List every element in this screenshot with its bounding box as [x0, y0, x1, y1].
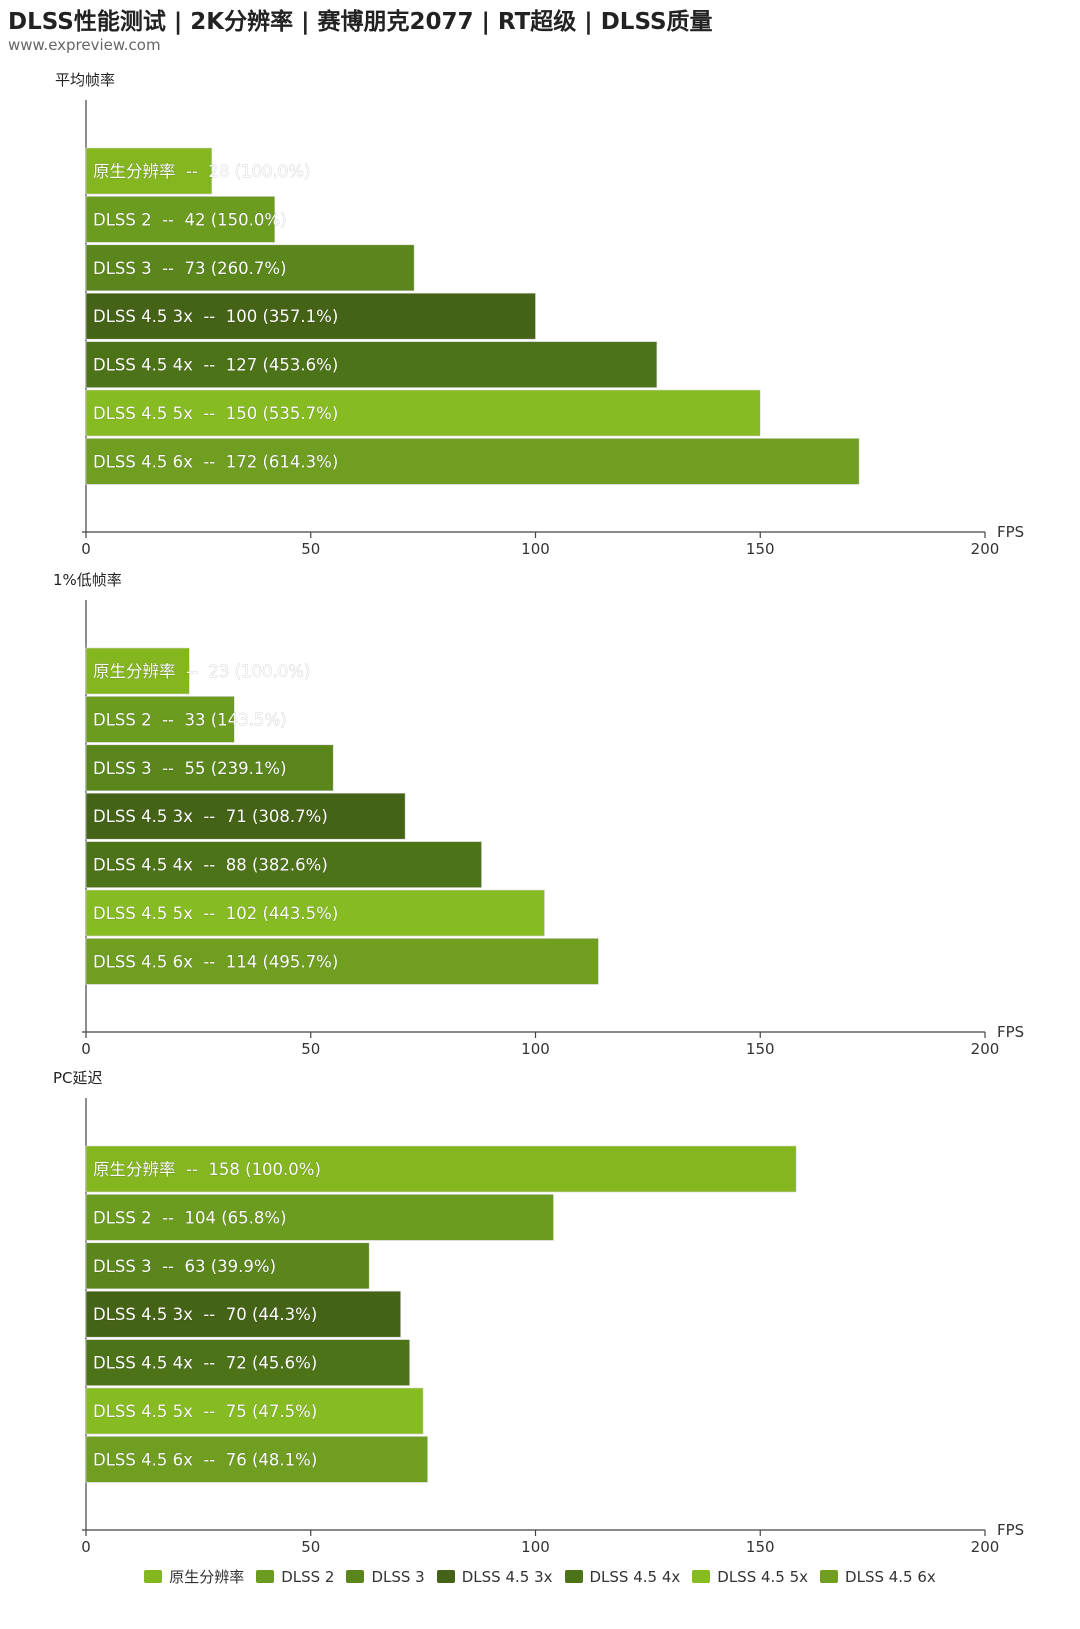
- legend-label-4: DLSS 4.5 4x: [589, 1568, 681, 1586]
- bar-0-2: [85, 244, 415, 292]
- x-tick-label-2-1: 50: [301, 1538, 320, 1556]
- bar-label-1-6: DLSS 4.5 6x -- 114 (495.7%): [93, 952, 338, 971]
- chart-title: DLSS性能测试 | 2K分辨率 | 赛博朋克2077 | RT超级 | DLS…: [8, 9, 713, 35]
- bar-label-2-3: DLSS 4.5 3x -- 70 (44.3%): [93, 1305, 317, 1324]
- bar-label-2-4: DLSS 4.5 4x -- 72 (45.6%): [93, 1354, 317, 1373]
- bar-2-2: [85, 1242, 370, 1290]
- x-tick-label-0-4: 200: [971, 540, 1000, 558]
- bar-0-3: [85, 292, 536, 340]
- bar-0-0: [85, 147, 213, 195]
- legend-swatch-3: [436, 1570, 455, 1583]
- bar-label-1-1: DLSS 2 -- 33 (143.5%): [93, 710, 287, 729]
- bar-0-6: [85, 438, 860, 485]
- bar-label-0-4: DLSS 4.5 4x -- 127 (453.6%): [93, 356, 338, 375]
- bar-0-4: [85, 341, 658, 388]
- bar-label-0-2: DLSS 3 -- 73 (260.7%): [93, 259, 287, 278]
- x-tick-label-0-2: 100: [521, 540, 550, 558]
- bar-label-1-5: DLSS 4.5 5x -- 102 (443.5%): [93, 904, 338, 923]
- x-tick-label-2-4: 200: [971, 1538, 1000, 1556]
- legend-label-2: DLSS 3: [371, 1568, 425, 1586]
- x-tick-label-0-3: 150: [746, 540, 775, 558]
- x-tick-label-2-0: 0: [81, 1538, 91, 1556]
- x-tick-label-1-0: 0: [81, 1040, 91, 1058]
- x-axis-label-1: FPS: [997, 1023, 1024, 1041]
- legend-swatch-6: [820, 1570, 839, 1583]
- bar-label-2-6: DLSS 4.5 6x -- 76 (48.1%): [93, 1450, 317, 1469]
- legend-label-3: DLSS 4.5 3x: [461, 1568, 553, 1586]
- legend-label-6: DLSS 4.5 6x: [845, 1568, 936, 1586]
- legend-item-4[interactable]: DLSS 4.5 4x: [564, 1568, 681, 1586]
- panel-title-1: 1%低帧率: [53, 571, 122, 589]
- legend-swatch-4: [564, 1570, 583, 1583]
- legend-swatch-5: [692, 1570, 711, 1583]
- bar-label-2-5: DLSS 4.5 5x -- 75 (47.5%): [93, 1402, 317, 1421]
- bar-2-6: [85, 1436, 428, 1483]
- bar-1-6: [85, 938, 599, 985]
- legend-swatch-1: [256, 1570, 275, 1583]
- bar-1-5: [85, 889, 545, 937]
- bar-2-3: [85, 1290, 401, 1338]
- x-axis-label-2: FPS: [997, 1521, 1024, 1539]
- x-tick-label-0-0: 0: [81, 540, 91, 558]
- x-tick-label-1-2: 100: [521, 1040, 550, 1058]
- bar-0-1: [85, 196, 276, 243]
- bar-1-4: [85, 841, 482, 888]
- bar-1-2: [85, 744, 334, 792]
- panel-title-0: 平均帧率: [55, 71, 115, 89]
- bar-label-2-2: DLSS 3 -- 63 (39.9%): [93, 1257, 276, 1276]
- bar-1-0: [85, 647, 190, 695]
- x-tick-label-1-4: 200: [971, 1040, 1000, 1058]
- bar-2-4: [85, 1339, 410, 1386]
- legend-item-3[interactable]: DLSS 4.5 3x: [436, 1568, 553, 1586]
- legend-swatch-2: [346, 1570, 365, 1583]
- bar-label-0-1: DLSS 2 -- 42 (150.0%): [93, 210, 287, 229]
- legend-item-2[interactable]: DLSS 3: [346, 1568, 425, 1586]
- legend-swatch-0: [144, 1570, 163, 1583]
- bar-2-1: [85, 1194, 554, 1241]
- chart-subtitle: www.expreview.com: [8, 36, 161, 54]
- legend-item-0[interactable]: 原生分辨率: [144, 1566, 244, 1587]
- legend-item-6[interactable]: DLSS 4.5 6x: [820, 1568, 936, 1586]
- bar-label-0-3: DLSS 4.5 3x -- 100 (357.1%): [93, 307, 338, 326]
- bar-1-1: [85, 696, 235, 743]
- legend-label-0: 原生分辨率: [169, 1568, 245, 1586]
- panel-title-2: PC延迟: [53, 1069, 103, 1087]
- legend-item-1[interactable]: DLSS 2: [256, 1568, 334, 1586]
- bar-label-1-2: DLSS 3 -- 55 (239.1%): [93, 759, 287, 778]
- bar-1-3: [85, 792, 406, 840]
- bar-0-5: [85, 389, 761, 437]
- bar-label-2-0: 原生分辨率 -- 158 (100.0%): [93, 1160, 321, 1179]
- x-tick-label-2-2: 100: [521, 1538, 550, 1556]
- x-tick-label-2-3: 150: [746, 1538, 775, 1556]
- x-tick-label-1-3: 150: [746, 1040, 775, 1058]
- x-tick-label-1-1: 50: [301, 1040, 320, 1058]
- bar-label-0-0: 原生分辨率 -- 28 (100.0%): [93, 162, 310, 181]
- bar-2-0: [85, 1145, 797, 1193]
- legend-label-1: DLSS 2: [281, 1568, 335, 1586]
- legend-item-5[interactable]: DLSS 4.5 5x: [692, 1568, 808, 1586]
- bar-2-5: [85, 1387, 424, 1435]
- bar-label-0-6: DLSS 4.5 6x -- 172 (614.3%): [93, 452, 338, 471]
- bar-label-1-3: DLSS 4.5 3x -- 71 (308.7%): [93, 807, 328, 826]
- bar-label-2-1: DLSS 2 -- 104 (65.8%): [93, 1208, 287, 1227]
- bar-label-1-4: DLSS 4.5 4x -- 88 (382.6%): [93, 856, 328, 875]
- bar-label-1-0: 原生分辨率 -- 23 (100.0%): [93, 662, 310, 681]
- legend: 原生分辨率 DLSS 2 DLSS 3 DLSS 4.5 3x DLSS 4.5 4x D…: [0, 1566, 1080, 1587]
- legend-label-5: DLSS 4.5 5x: [717, 1568, 809, 1586]
- bar-label-0-5: DLSS 4.5 5x -- 150 (535.7%): [93, 404, 338, 423]
- x-tick-label-0-1: 50: [301, 540, 320, 558]
- x-axis-label-0: FPS: [997, 523, 1024, 541]
